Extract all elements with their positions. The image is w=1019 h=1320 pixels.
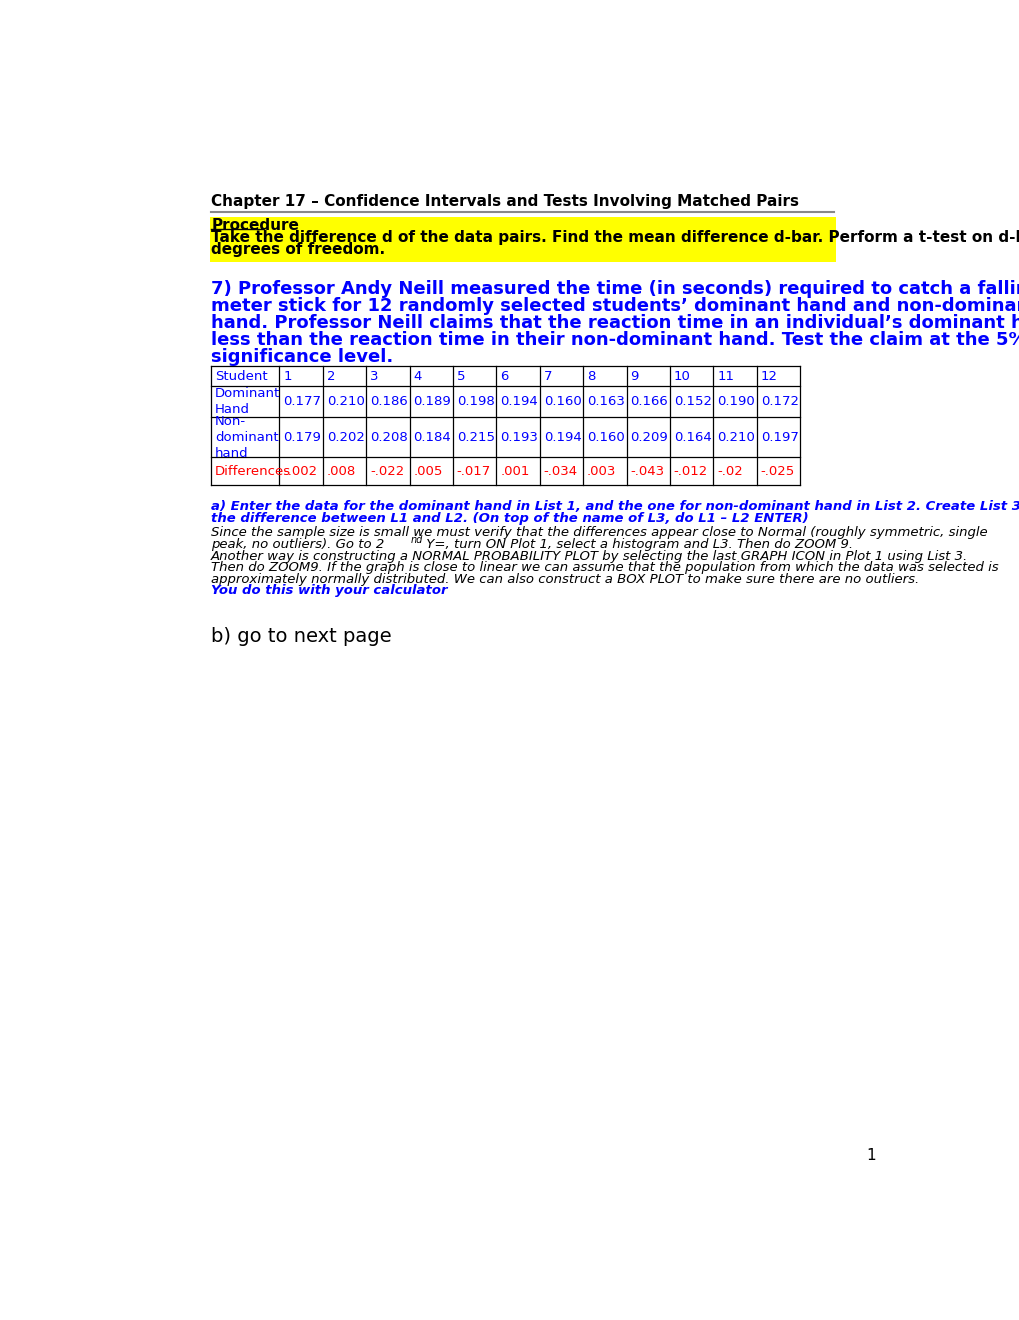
Text: -.002: -.002 <box>283 465 317 478</box>
Text: 0.186: 0.186 <box>370 395 408 408</box>
Text: 0.164: 0.164 <box>674 430 711 444</box>
Text: -.02: -.02 <box>716 465 742 478</box>
Text: 0.160: 0.160 <box>587 430 625 444</box>
Text: 8: 8 <box>587 370 595 383</box>
Text: degrees of freedom.: degrees of freedom. <box>211 242 385 256</box>
Text: Y=, turn ON Plot 1, select a histogram and L3. Then do ZOOM 9.: Y=, turn ON Plot 1, select a histogram a… <box>422 539 852 550</box>
Text: 0.160: 0.160 <box>543 395 581 408</box>
Text: 10: 10 <box>674 370 690 383</box>
Text: 7) Professor Andy Neill measured the time (in seconds) required to catch a falli: 7) Professor Andy Neill measured the tim… <box>211 280 1019 298</box>
Text: 0.189: 0.189 <box>413 395 450 408</box>
Text: 0.194: 0.194 <box>499 395 537 408</box>
Text: Procedure: Procedure <box>211 218 299 234</box>
Text: 0.190: 0.190 <box>716 395 754 408</box>
Text: -.017: -.017 <box>457 465 490 478</box>
Text: 2: 2 <box>326 370 335 383</box>
Text: 0.202: 0.202 <box>326 430 364 444</box>
Text: Differences: Differences <box>215 465 290 478</box>
Text: .008: .008 <box>326 465 356 478</box>
Text: 6: 6 <box>499 370 508 383</box>
Text: 0.208: 0.208 <box>370 430 408 444</box>
Text: 5: 5 <box>457 370 465 383</box>
Text: .005: .005 <box>413 465 442 478</box>
Text: -.034: -.034 <box>543 465 577 478</box>
Text: .001: .001 <box>499 465 529 478</box>
Text: -.043: -.043 <box>630 465 664 478</box>
Text: 0.179: 0.179 <box>283 430 321 444</box>
Text: -.022: -.022 <box>370 465 404 478</box>
FancyBboxPatch shape <box>210 216 835 261</box>
Text: Chapter 17 – Confidence Intervals and Tests Involving Matched Pairs: Chapter 17 – Confidence Intervals and Te… <box>211 194 799 209</box>
Text: 0.215: 0.215 <box>457 430 494 444</box>
Text: 0.210: 0.210 <box>716 430 754 444</box>
Text: meter stick for 12 randomly selected students’ dominant hand and non-dominant: meter stick for 12 randomly selected stu… <box>211 297 1019 315</box>
Text: Since the sample size is small we must verify that the differences appear close : Since the sample size is small we must v… <box>211 527 986 540</box>
Text: 0.172: 0.172 <box>760 395 798 408</box>
Text: 11: 11 <box>716 370 734 383</box>
Text: 0.152: 0.152 <box>674 395 711 408</box>
Text: 3: 3 <box>370 370 378 383</box>
Text: nd: nd <box>411 535 423 545</box>
Text: 0.194: 0.194 <box>543 430 581 444</box>
Text: 1: 1 <box>283 370 291 383</box>
Text: 0.184: 0.184 <box>413 430 450 444</box>
Text: 0.193: 0.193 <box>499 430 538 444</box>
Text: peak, no outliers). Go to 2: peak, no outliers). Go to 2 <box>211 539 384 550</box>
Text: significance level.: significance level. <box>211 348 393 366</box>
Text: Take the difference d of the data pairs. Find the mean difference d-bar. Perform: Take the difference d of the data pairs.… <box>211 230 1019 246</box>
Text: 0.209: 0.209 <box>630 430 667 444</box>
Text: 0.177: 0.177 <box>283 395 321 408</box>
Text: less than the reaction time in their non-dominant hand. Test the claim at the 5%: less than the reaction time in their non… <box>211 331 1019 348</box>
Text: approximately normally distributed. We can also construct a BOX PLOT to make sur: approximately normally distributed. We c… <box>211 573 918 586</box>
Text: 4: 4 <box>413 370 422 383</box>
Text: 12: 12 <box>760 370 776 383</box>
Text: Dominant
Hand: Dominant Hand <box>215 387 280 417</box>
Text: 9: 9 <box>630 370 638 383</box>
Text: 0.166: 0.166 <box>630 395 667 408</box>
Text: 0.210: 0.210 <box>326 395 364 408</box>
Text: the difference between L1 and L2. (On top of the name of L3, do L1 – L2 ENTER): the difference between L1 and L2. (On to… <box>211 512 808 525</box>
Text: Another way is constructing a NORMAL PROBABILITY PLOT by selecting the last GRAP: Another way is constructing a NORMAL PRO… <box>211 549 967 562</box>
Text: 0.163: 0.163 <box>587 395 625 408</box>
Text: 1: 1 <box>866 1148 875 1163</box>
Text: 7: 7 <box>543 370 551 383</box>
Text: a) Enter the data for the dominant hand in List 1, and the one for non-dominant : a) Enter the data for the dominant hand … <box>211 500 1019 513</box>
Text: -.025: -.025 <box>760 465 794 478</box>
Text: b) go to next page: b) go to next page <box>211 627 391 645</box>
Text: Student: Student <box>215 370 267 383</box>
Text: -.012: -.012 <box>674 465 707 478</box>
Text: .003: .003 <box>587 465 615 478</box>
Text: Then do ZOOM9. If the graph is close to linear we can assume that the population: Then do ZOOM9. If the graph is close to … <box>211 561 998 574</box>
Text: Non-
dominant
hand: Non- dominant hand <box>215 414 278 459</box>
Text: hand. Professor Neill claims that the reaction time in an individual’s dominant : hand. Professor Neill claims that the re… <box>211 314 1019 331</box>
Text: 0.197: 0.197 <box>760 430 798 444</box>
Text: You do this with your calculator: You do this with your calculator <box>211 585 447 597</box>
Text: 0.198: 0.198 <box>457 395 494 408</box>
